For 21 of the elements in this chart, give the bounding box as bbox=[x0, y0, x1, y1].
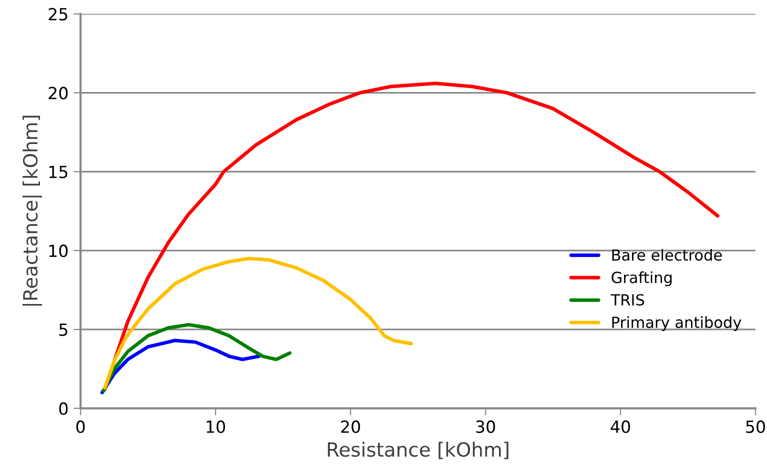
legend-label: TRIS bbox=[610, 294, 644, 306]
legend-label: Primary antibody bbox=[612, 316, 742, 332]
y-tick-label: 15 bbox=[49, 166, 68, 178]
x-axis-title: Resistance [kOhm] bbox=[328, 442, 508, 460]
x-tick-label: 40 bbox=[610, 420, 630, 434]
y-tick-label: 20 bbox=[48, 86, 68, 100]
legend-label: Bare electrode bbox=[612, 248, 722, 261]
x-tick-label: 10 bbox=[206, 420, 226, 434]
x-tick-label: 20 bbox=[341, 420, 360, 434]
y-tick-label: 0 bbox=[59, 402, 68, 415]
x-tick-label: 0 bbox=[76, 420, 85, 434]
line-series bbox=[102, 322, 292, 393]
y-tick-label: 25 bbox=[48, 8, 68, 20]
y-tick-label: 10 bbox=[49, 244, 68, 258]
legend-label: Grafting bbox=[612, 271, 672, 286]
x-tick-label: 30 bbox=[476, 420, 496, 434]
line-series bbox=[100, 338, 260, 394]
y-tick-label: 5 bbox=[59, 324, 68, 336]
x-tick-label: 50 bbox=[746, 420, 765, 434]
line-series bbox=[103, 256, 413, 390]
y-axis-title: |Reactance| [kOhm] bbox=[22, 116, 42, 306]
